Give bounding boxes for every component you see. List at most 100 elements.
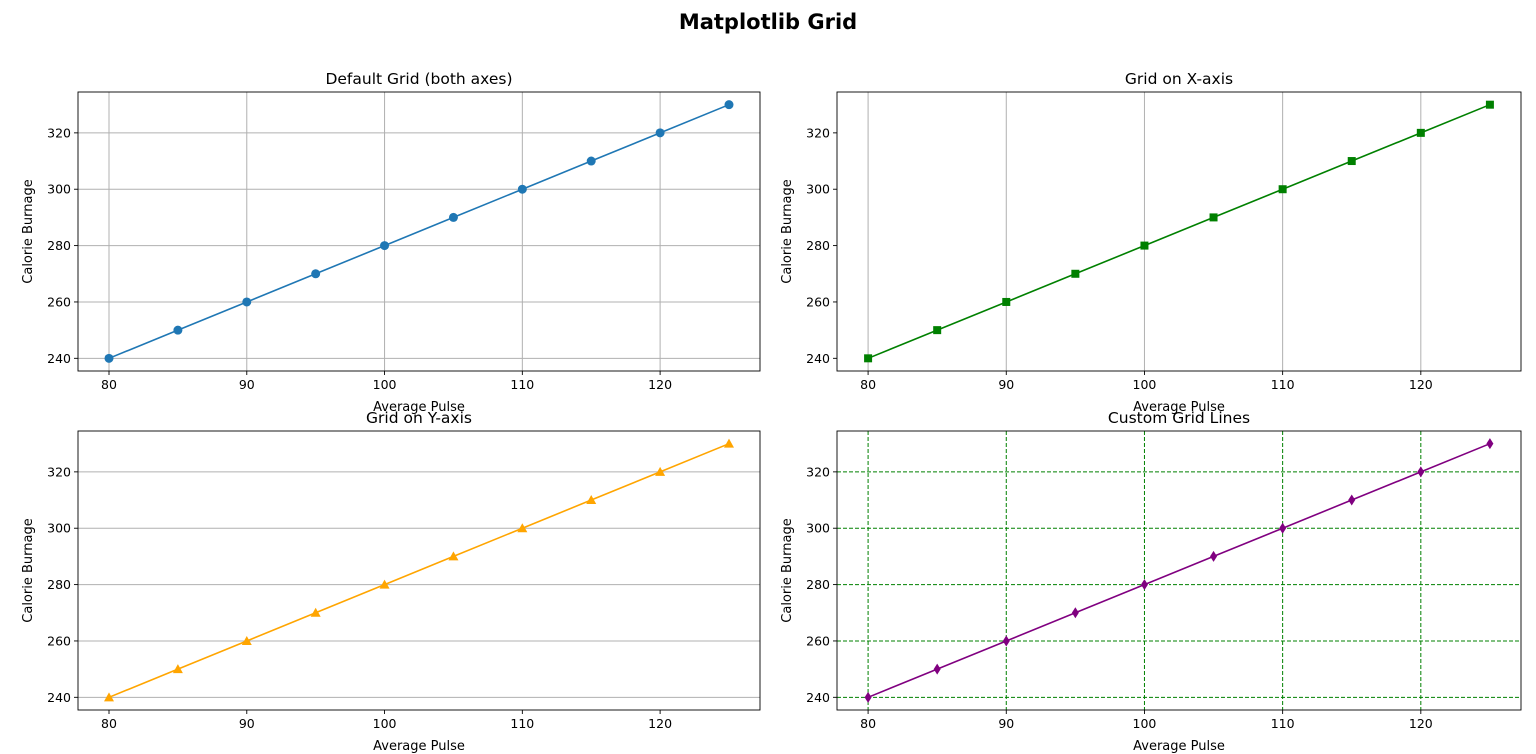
y-tick-label: 280 xyxy=(47,238,71,253)
x-tick-label: 110 xyxy=(510,377,534,392)
series-line xyxy=(867,442,1491,699)
x-tick-label: 100 xyxy=(373,377,397,392)
data-point-3 xyxy=(242,297,252,307)
data-point-10 xyxy=(1486,438,1494,450)
data-point-2 xyxy=(933,326,942,335)
y-tick-label: 300 xyxy=(47,521,71,536)
y-tick-label: 300 xyxy=(806,182,830,197)
x-tick-label: 90 xyxy=(998,377,1014,392)
x-tick-label: 80 xyxy=(860,716,876,731)
y-tick-label: 260 xyxy=(806,294,830,309)
axes-frame xyxy=(836,430,1522,711)
data-point-2 xyxy=(172,664,183,674)
x-axis-label: Average Pulse xyxy=(1133,400,1225,415)
data-point-10 xyxy=(724,438,734,448)
y-axis-label: Calorie Burnage xyxy=(780,518,795,622)
data-point-9 xyxy=(655,466,666,476)
data-point-2 xyxy=(173,325,183,335)
data-point-1 xyxy=(864,354,873,363)
x-tick-label: 80 xyxy=(101,377,117,392)
data-point-7 xyxy=(517,523,528,533)
y-tick-label: 240 xyxy=(47,351,71,366)
data-point-9 xyxy=(655,128,665,138)
y-tick-label: 240 xyxy=(806,351,830,366)
data-point-4 xyxy=(310,607,321,617)
y-tick-label: 300 xyxy=(47,182,71,197)
x-tick-label: 90 xyxy=(239,716,255,731)
subplot-4: 80 90 100 110 120 240 260 280 300 320 Custom Grid … xyxy=(780,409,1522,754)
x-tick-label: 80 xyxy=(860,377,876,392)
axes-frame xyxy=(77,91,761,372)
data-point-5 xyxy=(1140,579,1148,591)
data-point-4 xyxy=(1071,607,1079,619)
x-tick-label: 120 xyxy=(1409,377,1433,392)
axes-frame xyxy=(836,91,1522,372)
y-axis-label: Calorie Burnage xyxy=(780,179,795,283)
data-point-3 xyxy=(241,635,252,645)
data-point-5 xyxy=(1140,241,1149,250)
x-axis-label: Average Pulse xyxy=(1133,739,1225,754)
subplot-1: 80 90 100 110 120 240 260 280 300 320 Default Grid… xyxy=(21,70,761,415)
data-point-7 xyxy=(1278,185,1287,194)
y-tick-label: 260 xyxy=(806,633,830,648)
data-point-4 xyxy=(1071,269,1080,278)
data-point-5 xyxy=(380,241,390,251)
y-tick-label: 240 xyxy=(47,690,71,705)
data-point-9 xyxy=(1417,466,1425,478)
series-line xyxy=(867,103,1491,360)
data-point-6 xyxy=(1210,550,1218,562)
data-point-3 xyxy=(1002,635,1010,647)
subplot-2: 80 90 100 110 120 240 260 280 300 320 Grid on X-ax… xyxy=(780,70,1522,415)
data-point-5 xyxy=(379,579,390,589)
subplot-title: Grid on X-axis xyxy=(1125,70,1233,88)
x-axis-label: Average Pulse xyxy=(373,739,465,754)
x-tick-label: 110 xyxy=(1271,716,1295,731)
data-point-1 xyxy=(864,691,872,703)
y-tick-label: 260 xyxy=(47,633,71,648)
data-point-4 xyxy=(311,269,321,279)
data-point-6 xyxy=(1209,213,1218,222)
x-tick-label: 100 xyxy=(373,716,397,731)
y-axis-label: Calorie Burnage xyxy=(21,518,36,622)
data-point-8 xyxy=(1348,494,1356,506)
data-point-10 xyxy=(724,100,734,110)
subplot-title: Grid on Y-axis xyxy=(366,409,472,427)
data-point-7 xyxy=(1279,522,1287,534)
data-point-1 xyxy=(104,692,114,702)
data-point-9 xyxy=(1416,128,1425,137)
figure-title: Matplotlib Grid xyxy=(678,10,858,34)
subplot-title: Default Grid (both axes) xyxy=(325,70,512,88)
x-tick-label: 100 xyxy=(1133,716,1157,731)
data-point-6 xyxy=(448,212,458,222)
x-axis-label: Average Pulse xyxy=(373,400,465,415)
x-tick-label: 110 xyxy=(1271,377,1295,392)
y-tick-label: 300 xyxy=(806,521,830,536)
data-point-6 xyxy=(448,551,459,561)
subplot-3: 80 90 100 110 120 240 260 280 300 320 Grid on Y-ax… xyxy=(21,409,761,754)
y-tick-label: 280 xyxy=(806,238,830,253)
data-point-8 xyxy=(586,156,596,166)
x-tick-label: 80 xyxy=(101,716,117,731)
x-tick-label: 120 xyxy=(648,716,672,731)
series-line xyxy=(108,103,730,360)
y-tick-label: 240 xyxy=(806,690,830,705)
subplot-title: Custom Grid Lines xyxy=(1108,409,1250,427)
data-point-2 xyxy=(933,663,941,675)
x-tick-label: 90 xyxy=(239,377,255,392)
axes-frame xyxy=(77,430,761,711)
series-line xyxy=(108,442,730,699)
y-tick-label: 320 xyxy=(806,464,830,479)
data-point-7 xyxy=(517,184,527,194)
x-tick-label: 120 xyxy=(1409,716,1433,731)
y-tick-label: 280 xyxy=(806,577,830,592)
x-tick-label: 110 xyxy=(510,716,534,731)
x-tick-label: 90 xyxy=(998,716,1014,731)
data-point-8 xyxy=(1347,157,1356,166)
x-tick-label: 100 xyxy=(1133,377,1157,392)
y-tick-label: 260 xyxy=(47,294,71,309)
y-tick-label: 280 xyxy=(47,577,71,592)
y-axis-label: Calorie Burnage xyxy=(21,179,36,283)
data-point-8 xyxy=(586,495,597,505)
y-tick-label: 320 xyxy=(806,125,830,140)
